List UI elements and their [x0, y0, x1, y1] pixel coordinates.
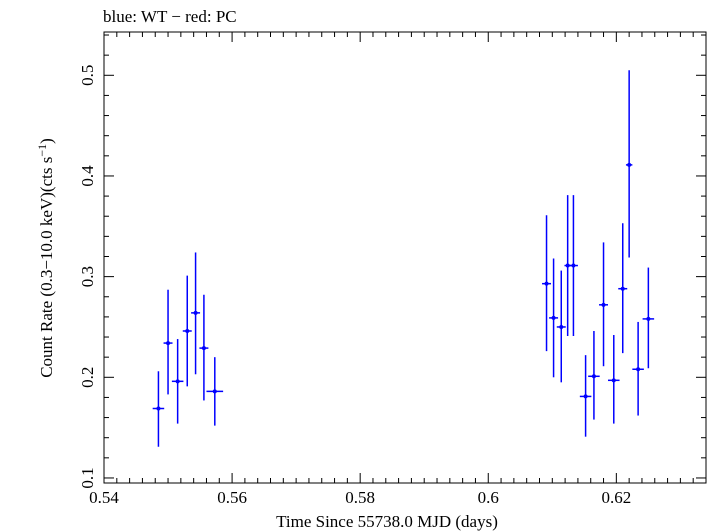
- data-point: [632, 321, 644, 416]
- data-point: [608, 335, 620, 424]
- y-tick-label: 0.1: [78, 467, 97, 488]
- data-point: [542, 215, 552, 352]
- point-marker: [544, 281, 549, 286]
- point-marker: [156, 406, 161, 411]
- chart-title: blue: WT − red: PC: [103, 7, 237, 26]
- point-marker: [636, 367, 641, 372]
- data-point: [171, 339, 184, 424]
- point-marker: [565, 263, 570, 268]
- point-marker: [611, 378, 616, 383]
- data-point: [588, 330, 600, 420]
- point-marker: [620, 286, 625, 291]
- data-points: [152, 70, 655, 447]
- y-tick-label: 0.5: [78, 65, 97, 86]
- data-point: [182, 275, 192, 387]
- data-point: [163, 289, 173, 395]
- y-axis-title: Count Rate (0.3−10.0 keV)(cts s−1): [35, 138, 56, 378]
- x-tick-label: 0.56: [217, 488, 247, 507]
- x-tick-label: 0.62: [601, 488, 631, 507]
- point-marker: [201, 346, 206, 351]
- x-axis: 0.54 0.56 0.58 0.6 0.62: [89, 32, 707, 507]
- point-marker: [559, 324, 564, 329]
- point-marker: [571, 263, 576, 268]
- point-marker: [601, 302, 606, 307]
- point-marker: [175, 379, 180, 384]
- point-marker: [583, 394, 588, 399]
- point-marker: [193, 310, 198, 315]
- data-point: [191, 252, 201, 375]
- x-tick-label: 0.54: [89, 488, 119, 507]
- data-point: [549, 258, 559, 378]
- y-axis: 0.1 0.2 0.3 0.4 0.5: [78, 34, 706, 489]
- point-marker: [591, 374, 596, 379]
- data-point: [625, 70, 633, 258]
- data-point: [579, 355, 592, 437]
- point-marker: [212, 389, 217, 394]
- y-axis-title-main: Count Rate (0.3−10.0 keV)(cts s: [37, 157, 56, 378]
- data-point: [206, 357, 224, 426]
- x-tick-label: 0.6: [478, 488, 499, 507]
- x-axis-title: Time Since 55738.0 MJD (days): [276, 512, 498, 531]
- data-point: [642, 267, 655, 369]
- point-marker: [646, 316, 651, 321]
- data-point: [618, 223, 628, 354]
- y-axis-title-superscript: −1: [35, 144, 49, 157]
- y-tick-label: 0.3: [78, 266, 97, 287]
- data-point: [199, 294, 209, 401]
- y-tick-label: 0.4: [78, 165, 97, 187]
- y-axis-title-close: ): [37, 138, 56, 144]
- data-point: [599, 242, 609, 367]
- data-point: [556, 270, 566, 383]
- data-point: [152, 371, 165, 447]
- point-marker: [166, 341, 171, 346]
- point-marker: [551, 315, 556, 320]
- y-tick-label: 0.2: [78, 367, 97, 388]
- plot-frame: [103, 31, 707, 484]
- point-marker: [627, 162, 632, 167]
- point-marker: [185, 328, 190, 333]
- x-tick-label: 0.58: [345, 488, 375, 507]
- data-point: [568, 195, 578, 337]
